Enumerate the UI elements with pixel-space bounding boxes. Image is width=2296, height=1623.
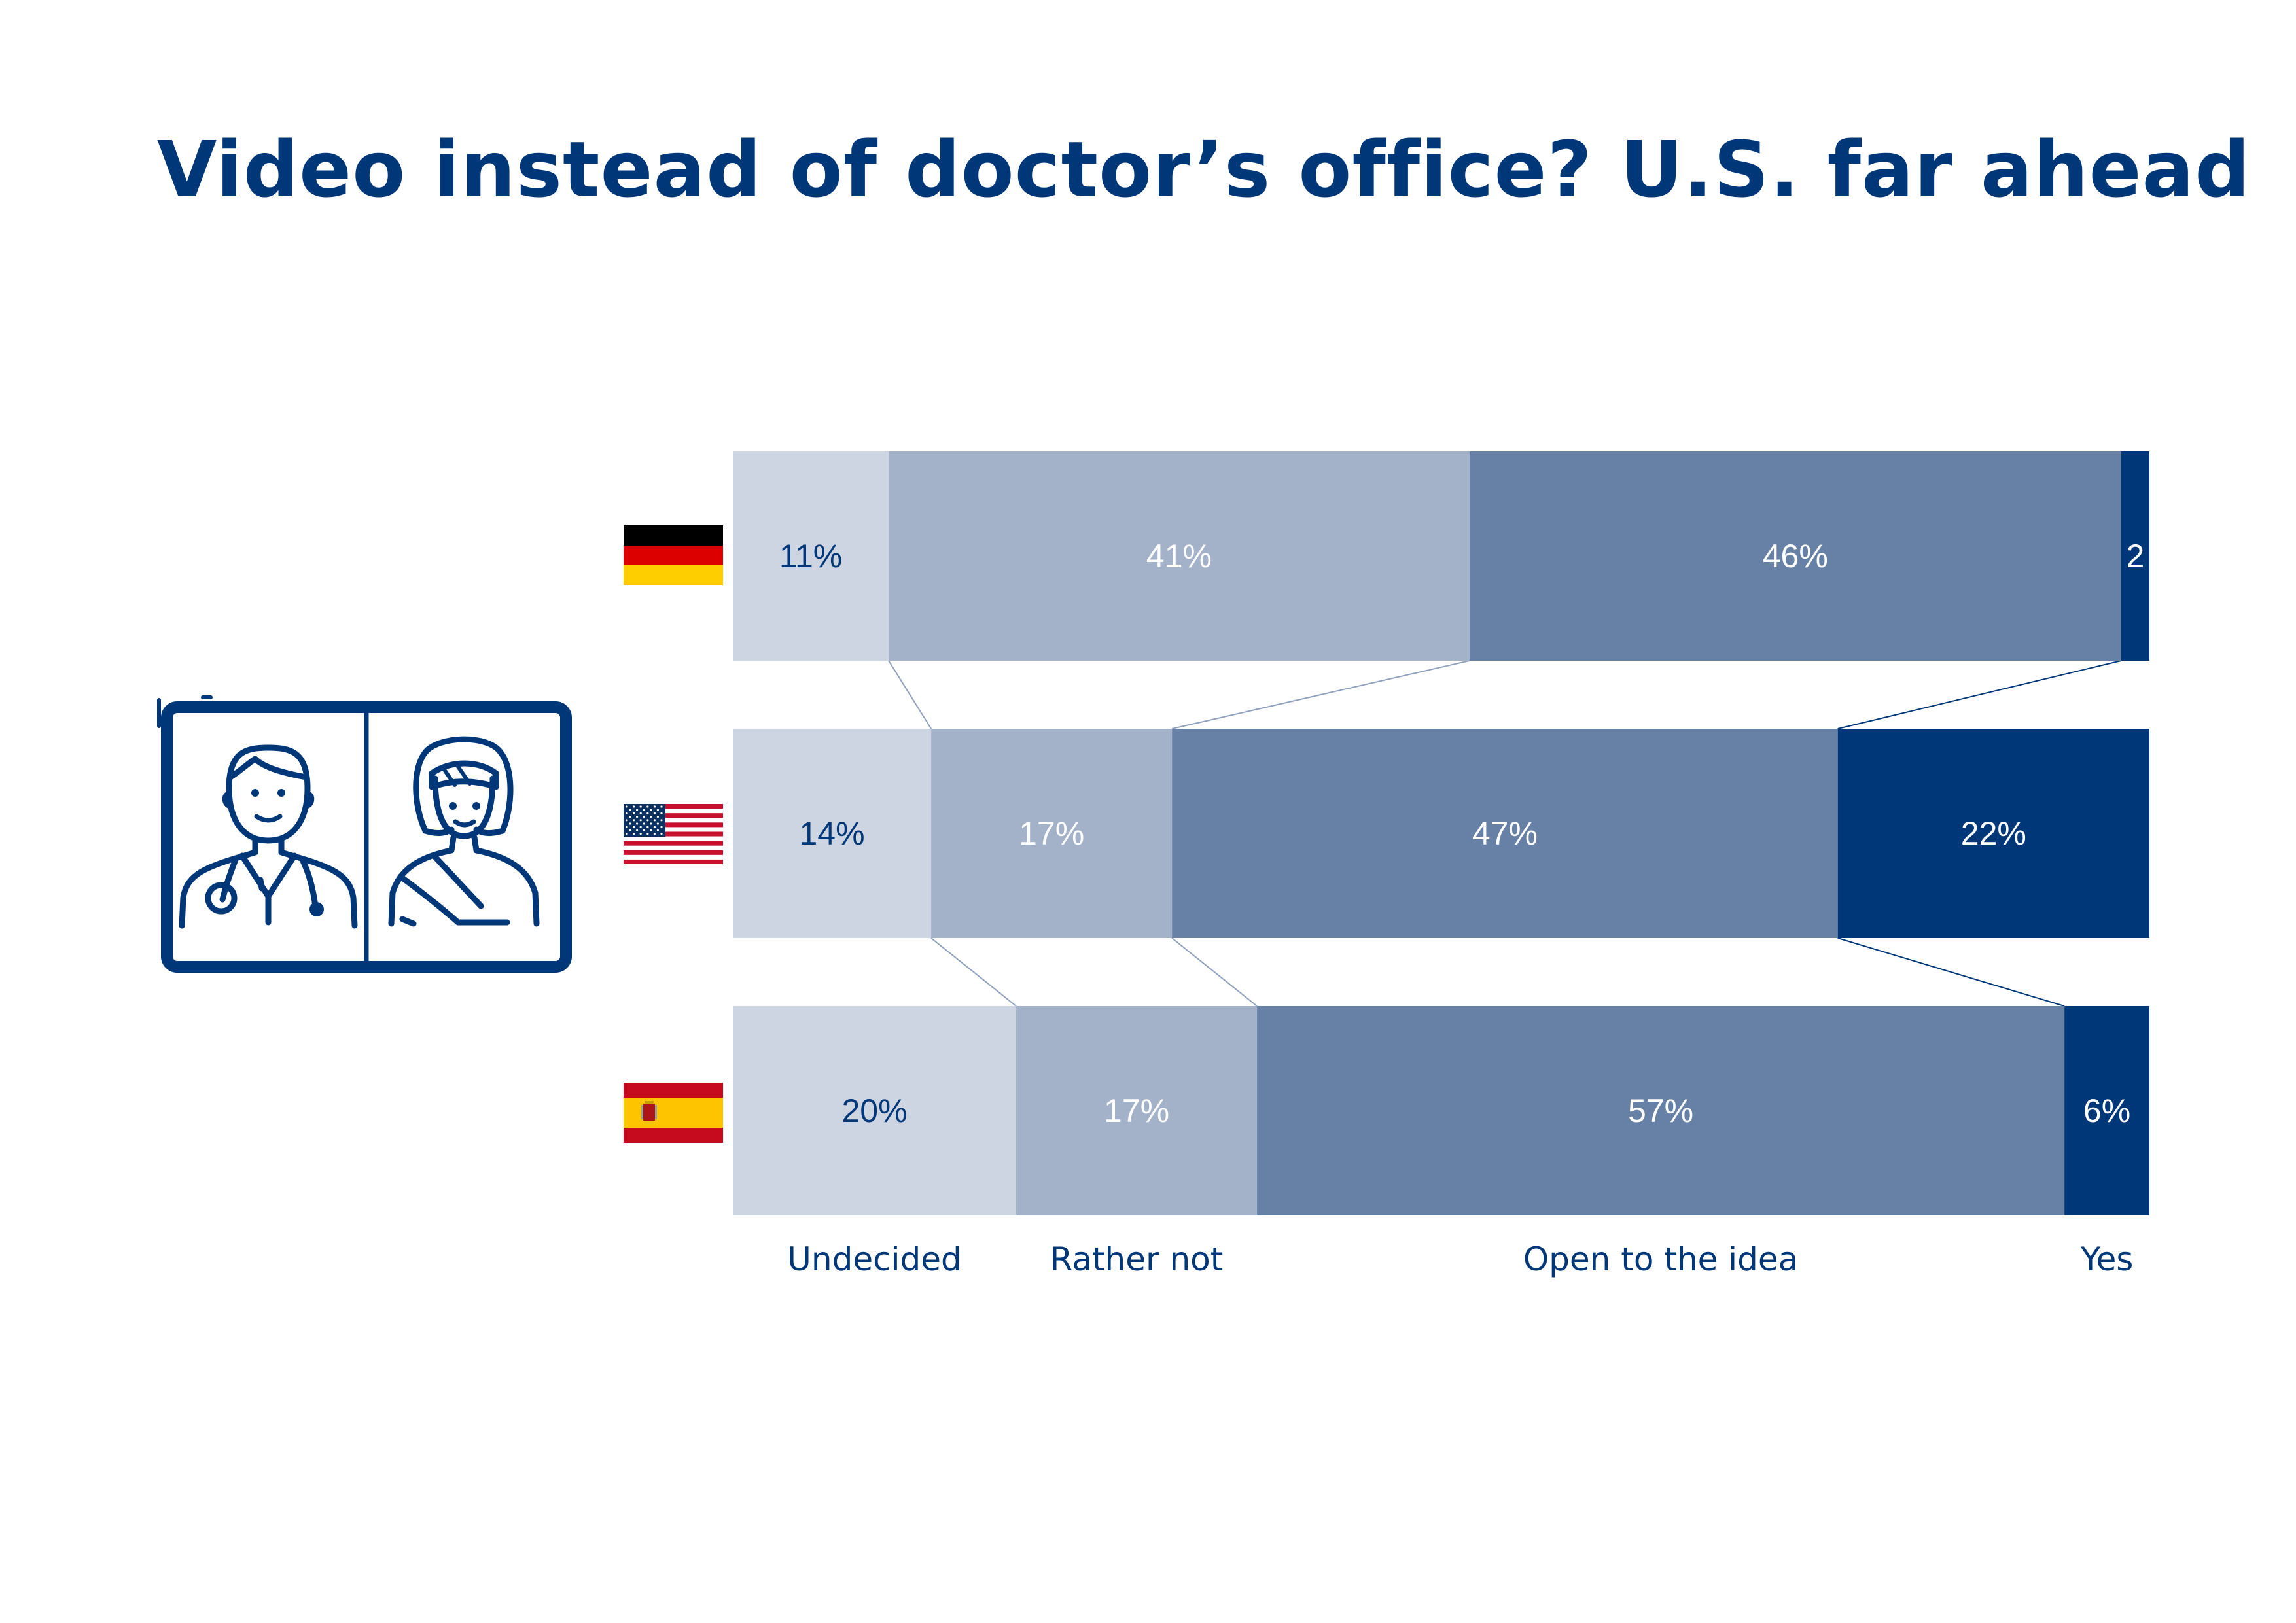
label-germany-undecided: 11% xyxy=(779,538,842,574)
connector-line xyxy=(1837,660,2121,729)
label-spain-open-to-the-idea: 57% xyxy=(1628,1092,1693,1129)
connector-line xyxy=(1171,660,1470,729)
bar-spain-open-to-the-idea xyxy=(1257,1006,2065,1215)
bar-spain-yes xyxy=(2064,1006,2149,1215)
bar-germany-undecided xyxy=(733,451,889,661)
legend-yes: Yes xyxy=(2080,1240,2134,1278)
connector-line xyxy=(888,660,932,729)
bar-united-states-yes xyxy=(1837,729,2149,938)
connector-line xyxy=(1171,937,1258,1007)
spain-flag-icon xyxy=(624,1083,723,1143)
segment-labels: 11% 41% 46% 2 14% 17% 47% 22% 20% 17% 57% 6% xyxy=(779,538,2144,1129)
legend-rather-not: Rather not xyxy=(1050,1240,1224,1278)
legend-undecided: Undecided xyxy=(787,1240,961,1278)
connector-line xyxy=(1837,937,2065,1007)
label-spain-yes: 6% xyxy=(2083,1092,2130,1129)
label-united-states-undecided: 14% xyxy=(800,815,865,852)
label-germany-yes: 2 xyxy=(2126,538,2144,574)
bar-germany-yes xyxy=(2121,451,2149,661)
label-germany-open-to-the-idea: 46% xyxy=(1763,538,1828,574)
label-united-states-yes: 22% xyxy=(1961,815,2026,852)
us-flag-icon xyxy=(624,804,723,864)
stacked-bars xyxy=(733,451,2149,1215)
legend-open-to-the-idea: Open to the idea xyxy=(1523,1240,1799,1278)
bar-spain-rather-not xyxy=(1016,1006,1258,1215)
connector-lines xyxy=(888,660,2121,1007)
bar-united-states-open-to-the-idea xyxy=(1172,729,1838,938)
video-call-doctor-patient-icon xyxy=(157,695,572,973)
label-united-states-rather-not: 17% xyxy=(1019,815,1084,852)
label-spain-undecided: 20% xyxy=(841,1092,907,1129)
bar-germany-open-to-the-idea xyxy=(1469,451,2121,661)
label-germany-rather-not: 41% xyxy=(1146,538,1212,574)
category-legend: Undecided Rather not Open to the idea Yes xyxy=(787,1240,2133,1278)
bar-united-states-undecided xyxy=(733,729,932,938)
label-united-states-open-to-the-idea: 47% xyxy=(1472,815,1538,852)
bar-spain-undecided xyxy=(733,1006,1016,1215)
chart-title: Video instead of doctor’s office? U.S. f… xyxy=(157,124,2251,215)
label-spain-rather-not: 17% xyxy=(1104,1092,1169,1129)
germany-flag-icon xyxy=(624,525,723,585)
bar-germany-rather-not xyxy=(889,451,1470,661)
connector-line xyxy=(930,937,1017,1007)
bar-united-states-rather-not xyxy=(931,729,1173,938)
